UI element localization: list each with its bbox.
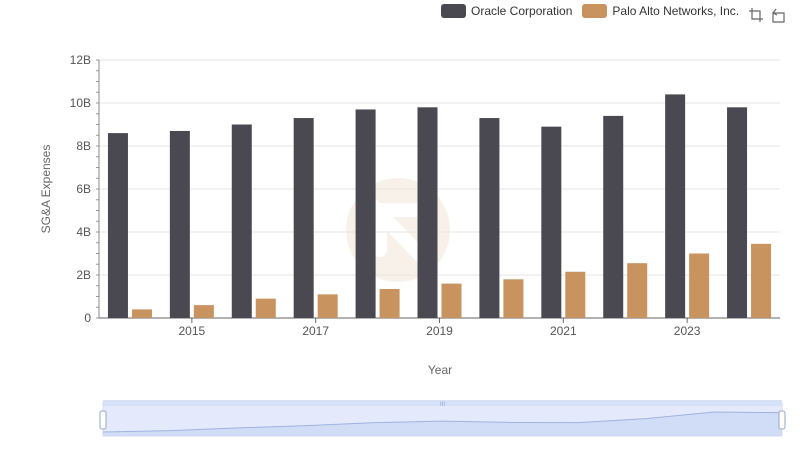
legend-swatch-oracle [441,4,466,18]
restore-icon[interactable] [770,7,786,23]
bar-oracle [665,94,686,319]
toolbox [748,7,792,23]
x-tick-label: 2021 [550,324,577,338]
y-tick-label: 0 [84,311,91,325]
legend-item-oracle[interactable]: Oracle Corporation [441,4,572,18]
bar-palo-alto [503,279,524,318]
legend-label-oracle: Oracle Corporation [471,4,573,18]
bar-palo-alto [193,305,214,318]
legend-label-palo-alto: Palo Alto Networks, Inc. [612,4,740,18]
datazoom-handle-right[interactable] [778,410,786,430]
bar-palo-alto [317,294,338,318]
zoom-icon[interactable] [748,7,764,23]
datazoom-move-bar[interactable] [103,400,782,406]
legend-item-palo-alto[interactable]: Palo Alto Networks, Inc. [582,4,739,18]
bar-oracle [541,126,562,319]
datazoom-grip: III [440,402,445,408]
bar-oracle [231,124,252,318]
bar-palo-alto [379,288,400,318]
legend: Oracle Corporation Palo Alto Networks, I… [441,4,749,18]
bar-oracle [479,118,500,318]
bar-oracle [603,115,624,319]
y-tick-label: 6B [76,182,91,196]
y-tick-label: 10B [70,96,91,110]
datazoom-shadow-area [103,412,782,436]
x-tick-label: 2015 [179,324,206,338]
bar-palo-alto [689,253,710,318]
x-tick-label: 2017 [302,324,329,338]
y-axis-title: SG&A Expenses [39,145,53,234]
bar-palo-alto [255,298,276,318]
datazoom-shadow-line [102,411,783,433]
bar-oracle [107,133,128,318]
bar-palo-alto [627,263,648,318]
bar-oracle [355,109,376,318]
datazoom-handle-left[interactable] [99,410,107,430]
y-tick-label: 8B [76,139,91,153]
bar-oracle [417,107,438,318]
watermark-mark [365,198,427,262]
bar-palo-alto [565,271,586,318]
bar-palo-alto [751,243,772,318]
y-tick-label: 4B [76,225,91,239]
x-tick-label: 2019 [426,324,453,338]
bar-palo-alto [441,283,462,318]
legend-swatch-palo-alto [582,4,608,18]
bar-oracle [727,107,748,318]
y-tick-label: 2B [76,268,91,282]
bar-oracle [293,118,314,318]
bar-oracle [169,130,190,318]
x-axis-title: Year [428,363,452,377]
bar-palo-alto [131,309,152,318]
x-tick-label: 2023 [674,324,701,338]
y-tick-label: 12B [70,53,91,67]
